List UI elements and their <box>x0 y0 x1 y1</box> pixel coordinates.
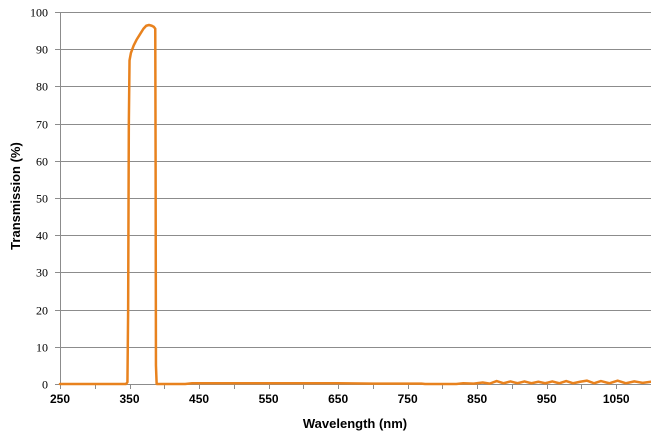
x-tick-label: 1050 <box>603 392 630 406</box>
y-tick-labels: 0 10 20 30 40 50 60 70 80 90 100 <box>30 6 48 392</box>
y-axis-title: Transmission (%) <box>8 142 23 250</box>
x-tick-label: 950 <box>537 392 557 406</box>
y-tick-label: 40 <box>36 229 48 243</box>
x-tick-label: 350 <box>120 392 140 406</box>
x-tick-label: 850 <box>467 392 487 406</box>
y-tick-label: 10 <box>36 341 48 355</box>
y-tick-label: 60 <box>36 155 48 169</box>
y-tick-label: 30 <box>36 266 48 280</box>
y-tick-label: 80 <box>36 80 48 94</box>
x-tick-label: 450 <box>189 392 209 406</box>
y-tick-label: 70 <box>36 118 48 132</box>
axes <box>55 12 651 389</box>
y-tick-label: 0 <box>42 378 48 392</box>
x-tick-label: 250 <box>50 392 70 406</box>
x-tick-labels: 250 350 450 550 650 750 850 950 1050 <box>50 392 630 406</box>
y-tick-label: 50 <box>36 192 48 206</box>
series-line-0 <box>58 23 651 386</box>
series-layer <box>58 23 651 386</box>
y-tick-label: 90 <box>36 43 48 57</box>
x-axis-title: Wavelength (nm) <box>303 416 407 431</box>
x-tick-label: 550 <box>259 392 279 406</box>
y-tick-label: 20 <box>36 304 48 318</box>
y-tick-label: 100 <box>30 6 48 20</box>
x-tick-label: 650 <box>328 392 348 406</box>
gridlines <box>60 12 651 348</box>
x-tick-label: 750 <box>398 392 418 406</box>
